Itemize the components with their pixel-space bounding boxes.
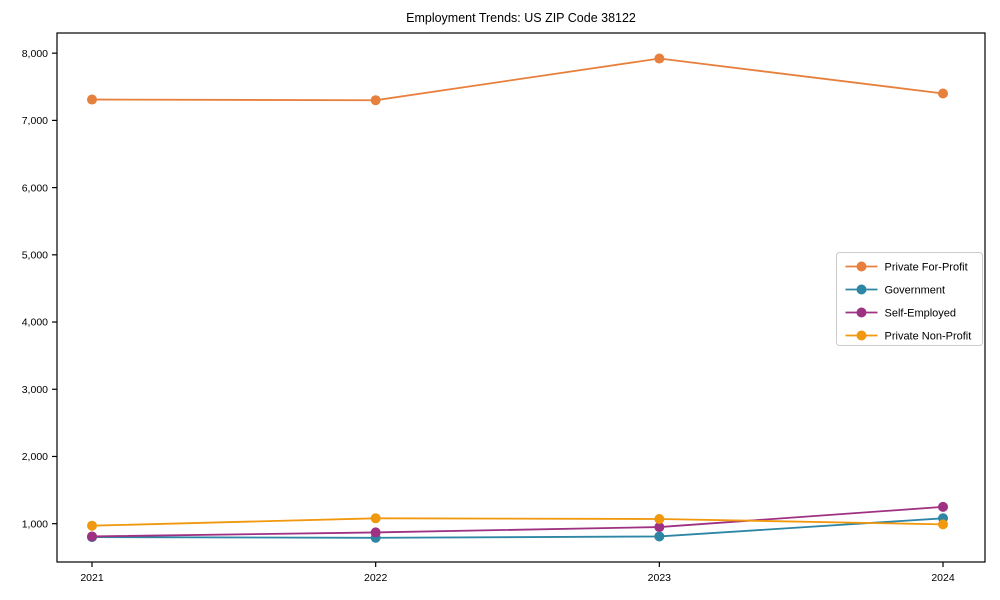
x-axis: 2021 2022 2023 2024 <box>80 562 955 584</box>
data-point <box>87 520 97 531</box>
series-line <box>91 57 944 102</box>
y-axis-tick-label: 2,000 <box>22 451 48 463</box>
y-axis-tick-label: 7,000 <box>22 115 48 127</box>
legend-box <box>836 252 983 346</box>
legend: Private For-Profit Government Self-Employe… <box>836 252 983 346</box>
legend-label: Private For-Profit <box>885 262 968 274</box>
y-axis-tick-label: 1,000 <box>22 518 48 530</box>
legend-marker <box>856 307 867 318</box>
plot-frame <box>56 32 986 563</box>
x-axis-tick-label: 2021 <box>80 572 104 584</box>
chart-title: Employment Trends: US ZIP Code 38122 <box>406 11 636 25</box>
y-axis-tick-label: 6,000 <box>22 182 48 194</box>
legend-label: Government <box>885 285 946 297</box>
y-axis-tick-label: 5,000 <box>22 250 48 262</box>
data-point <box>654 53 665 64</box>
legend-marker <box>856 261 867 272</box>
legend-label: Private Non-Profit <box>885 331 972 343</box>
y-axis-tick-label: 3,000 <box>22 384 48 396</box>
data-point <box>938 88 949 99</box>
legend-marker <box>856 284 867 295</box>
data-point <box>87 94 97 105</box>
series-line <box>91 505 944 538</box>
data-point <box>654 522 665 533</box>
legend-marker <box>856 330 867 341</box>
data-point <box>654 531 665 542</box>
x-axis-tick-label: 2023 <box>648 572 672 584</box>
x-axis-tick-label: 2024 <box>931 572 955 584</box>
data-point <box>938 501 949 512</box>
y-axis: 1,000 2,000 3,000 4,000 5,000 6,000 7,000 8,000 <box>22 48 57 530</box>
y-axis-tick-label: 8,000 <box>22 48 48 60</box>
data-point <box>370 527 381 538</box>
y-axis-tick-label: 4,000 <box>22 317 48 329</box>
legend-label: Self-Employed <box>885 308 957 320</box>
data-point <box>370 95 381 106</box>
data-point <box>654 513 665 524</box>
data-point <box>87 531 97 542</box>
x-axis-tick-label: 2022 <box>364 572 388 584</box>
data-point <box>370 513 381 524</box>
data-point <box>938 519 949 530</box>
series-line <box>91 517 944 539</box>
series-line <box>91 517 944 527</box>
plot-series <box>87 53 949 543</box>
